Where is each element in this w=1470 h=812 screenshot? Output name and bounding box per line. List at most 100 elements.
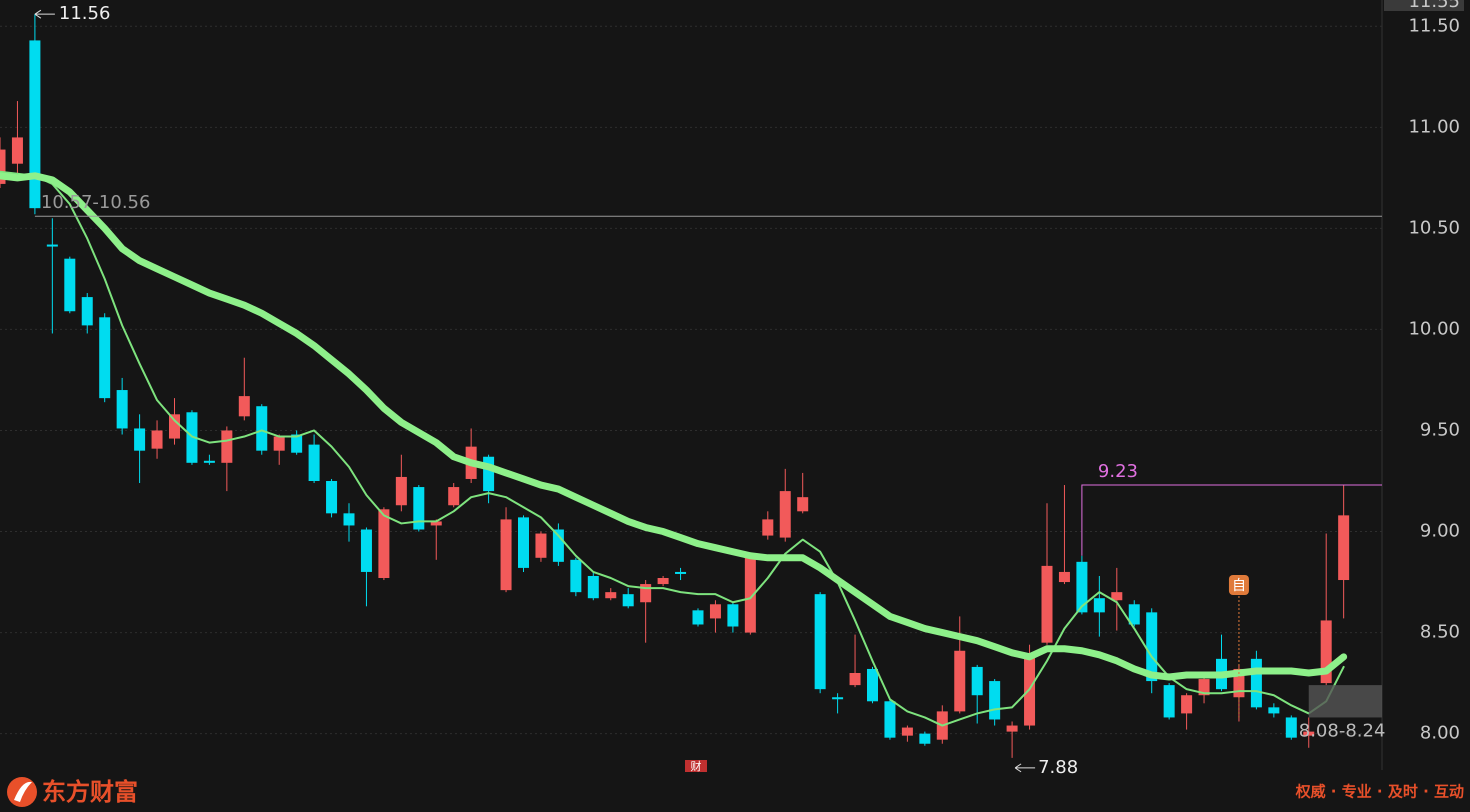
- candle-body: [1058, 571, 1070, 583]
- candle-body: [901, 727, 913, 736]
- candle-body: [0, 149, 6, 184]
- high-label: 11.56: [59, 3, 111, 24]
- level-line: [1081, 484, 1382, 556]
- y-tick-label: 10.00: [1408, 318, 1460, 339]
- candle-body: [134, 428, 146, 451]
- low-label: 7.88: [1038, 757, 1078, 778]
- candle-body: [448, 487, 460, 506]
- candle-body: [605, 592, 617, 599]
- candle-body: [273, 436, 285, 451]
- candle-body: [1303, 731, 1315, 736]
- candle-body: [884, 701, 896, 738]
- high-arrow: [34, 9, 55, 19]
- y-tick-label: 9.50: [1420, 419, 1460, 440]
- candle-body: [1320, 620, 1332, 684]
- candle-body: [1250, 658, 1262, 708]
- candle-body: [971, 666, 983, 696]
- candle-body: [1093, 598, 1105, 613]
- candle-body: [727, 604, 739, 627]
- news-icon: 财: [691, 759, 702, 773]
- candle-body: [203, 460, 215, 463]
- top-label-box: [1384, 0, 1464, 11]
- candle-body: [99, 317, 111, 399]
- candle-body: [1006, 725, 1018, 732]
- candle-body: [11, 137, 23, 164]
- y-tick-label: 8.50: [1420, 622, 1460, 643]
- y-tick-label: 8.00: [1420, 723, 1460, 744]
- y-tick-label: 10.50: [1408, 217, 1460, 238]
- candle-body: [552, 529, 564, 562]
- candle-body: [1024, 656, 1036, 726]
- candle-body: [169, 414, 180, 439]
- candle-body: [867, 668, 878, 702]
- range-box-label: 8.08-8.24: [1299, 720, 1386, 741]
- news-icon-box: [685, 760, 707, 772]
- candle-body: [779, 491, 791, 538]
- candle-body: [1146, 612, 1158, 682]
- top-label: 11.55: [1408, 0, 1460, 12]
- candle-body: [797, 497, 809, 512]
- candle-body: [483, 456, 495, 492]
- candle-body: [640, 584, 652, 603]
- candle-body: [1181, 695, 1193, 714]
- candle-body: [587, 575, 599, 599]
- candle-body: [395, 476, 407, 506]
- candle-body: [378, 509, 390, 579]
- candle-body: [360, 529, 372, 572]
- candle-body: [657, 578, 669, 585]
- candle-body: [500, 519, 512, 591]
- candle-body: [291, 434, 303, 453]
- candle-body: [849, 672, 861, 686]
- range-box: [1308, 685, 1382, 718]
- candle-body: [1198, 679, 1210, 696]
- candle-body: [1233, 668, 1245, 698]
- candle-body: [238, 396, 250, 417]
- candle-body: [989, 681, 1001, 720]
- candle-body: [326, 480, 338, 514]
- candle-body: [430, 521, 442, 526]
- logo-text: 东方财富: [42, 778, 138, 806]
- candle-body: [221, 430, 233, 463]
- candle-body: [1338, 515, 1350, 581]
- candle-body: [116, 390, 128, 429]
- logo-mark: [14, 781, 32, 802]
- candle-body: [832, 697, 844, 700]
- candle-body: [814, 594, 826, 690]
- low-arrow: [1014, 763, 1036, 773]
- ma-line: [0, 170, 1345, 727]
- candle-body: [1076, 561, 1088, 613]
- candle-body: [64, 258, 76, 312]
- y-tick-label: 11.00: [1408, 116, 1460, 137]
- candle-body: [1268, 707, 1280, 714]
- candle-body: [46, 244, 58, 247]
- candle-body: [81, 297, 93, 326]
- y-tick-label: 9.00: [1420, 521, 1460, 542]
- candle-body: [518, 517, 529, 568]
- candle-body: [762, 519, 774, 536]
- logo: 东方财富: [7, 777, 138, 807]
- candle-body: [1285, 717, 1297, 738]
- candle-body: [570, 559, 582, 593]
- candle-body: [919, 733, 931, 744]
- ma-line: [0, 172, 1348, 681]
- candle-body: [413, 487, 425, 530]
- marker-label: 自: [1232, 578, 1246, 594]
- range-label: 10.57-10.56: [41, 192, 151, 213]
- candle-body: [343, 513, 355, 526]
- candle-body: [954, 650, 966, 712]
- candle-body: [535, 533, 547, 558]
- candle-body: [308, 444, 320, 481]
- candle-body: [622, 594, 634, 607]
- candle-body: [1111, 592, 1123, 601]
- candle-body: [1163, 685, 1175, 718]
- y-tick-label: 11.50: [1408, 15, 1460, 36]
- candle-body: [256, 406, 268, 451]
- slogan: 权威 · 专业 · 及时 · 互动: [1295, 783, 1464, 801]
- candle-body: [692, 610, 704, 625]
- candle-body: [709, 604, 721, 619]
- candle-body: [29, 40, 41, 209]
- candle-body: [1041, 565, 1053, 643]
- candle-body: [1128, 604, 1140, 625]
